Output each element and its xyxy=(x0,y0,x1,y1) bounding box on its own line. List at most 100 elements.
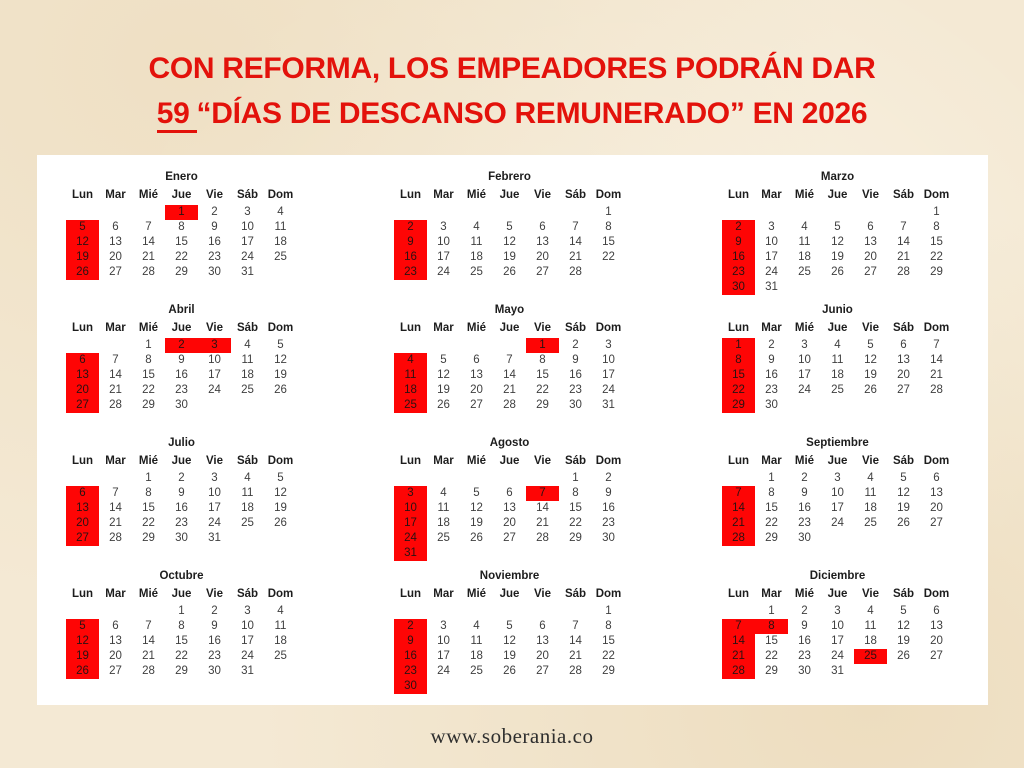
day-cell: 31 xyxy=(831,665,844,677)
empty-cell xyxy=(66,471,99,486)
day-cell: 27 xyxy=(109,266,122,278)
day-cell: 25 xyxy=(470,266,483,278)
day-cell: 21 xyxy=(503,384,516,396)
empty-cell xyxy=(559,604,592,619)
weekday-header: Jue xyxy=(499,455,520,467)
day-cell: 6 xyxy=(900,339,907,351)
day-cell: 5 xyxy=(277,339,284,351)
empty-cell xyxy=(559,205,592,220)
day-cell: 17 xyxy=(602,369,615,381)
day-cell: 5 xyxy=(277,472,284,484)
empty-cell xyxy=(99,338,132,353)
empty-cell xyxy=(526,205,559,220)
weekday-header: Dom xyxy=(923,189,950,201)
day-cell: 7 xyxy=(145,221,152,233)
day-cell: 29 xyxy=(930,266,943,278)
day-cell: 20 xyxy=(536,251,549,263)
holiday-cell: 11 xyxy=(394,368,427,383)
day-cell: 19 xyxy=(831,251,844,263)
weekday-header: Sáb xyxy=(892,588,915,600)
empty-cell xyxy=(493,338,526,353)
weekday-header: Jue xyxy=(171,189,192,201)
weekday-header: Mié xyxy=(466,588,487,600)
weekday-header: Mié xyxy=(138,455,159,467)
day-cell: 29 xyxy=(175,266,188,278)
day-cell: 17 xyxy=(798,369,811,381)
weekday-header: Mar xyxy=(761,322,782,334)
day-cell: 11 xyxy=(470,236,483,248)
day-cell: 17 xyxy=(208,369,221,381)
day-cell: 8 xyxy=(145,487,152,499)
weekday-header: Lun xyxy=(71,189,94,201)
holiday-cell: 7 xyxy=(722,619,755,634)
empty-cell xyxy=(526,604,559,619)
day-cell: 11 xyxy=(864,620,877,632)
day-cell: 30 xyxy=(602,532,615,544)
day-cell: 1 xyxy=(605,605,612,617)
holiday-cell: 26 xyxy=(66,664,99,679)
weekday-header: Mar xyxy=(761,189,782,201)
month-days-grid: Lun Mar Mié Jue Vie Sáb Dom 1 2 3 4 5 6 7 8 9 10 11 12 13 14… xyxy=(722,454,953,546)
empty-cell xyxy=(394,604,427,619)
weekday-header: Sáb xyxy=(236,322,259,334)
day-cell: 17 xyxy=(208,502,221,514)
weekday-header: Mié xyxy=(794,189,815,201)
day-cell: 10 xyxy=(208,354,221,366)
day-cell: 7 xyxy=(112,354,119,366)
day-cell: 24 xyxy=(208,517,221,529)
day-cell: 28 xyxy=(569,266,582,278)
month-noviembre: Noviembre Lun Mar Mié Jue Vie Sáb Dom 1 2 3 4 5 6 7 8 9 1… xyxy=(394,569,625,702)
day-cell: 21 xyxy=(142,650,155,662)
day-cell: 17 xyxy=(437,251,450,263)
day-cell: 18 xyxy=(831,369,844,381)
day-cell: 19 xyxy=(897,635,910,647)
empty-cell xyxy=(887,205,920,220)
day-cell: 5 xyxy=(867,339,874,351)
day-cell: 8 xyxy=(572,487,579,499)
month-title: Octubre xyxy=(159,570,204,582)
day-cell: 20 xyxy=(109,650,122,662)
day-cell: 15 xyxy=(142,502,155,514)
weekday-header: Lun xyxy=(399,588,422,600)
day-cell: 7 xyxy=(900,221,907,233)
day-cell: 24 xyxy=(437,665,450,677)
weekday-header: Jue xyxy=(171,588,192,600)
day-cell: 7 xyxy=(145,620,152,632)
day-cell: 10 xyxy=(208,487,221,499)
day-cell: 21 xyxy=(569,251,582,263)
holiday-cell: 13 xyxy=(66,368,99,383)
day-cell: 19 xyxy=(864,369,877,381)
day-cell: 10 xyxy=(831,620,844,632)
day-cell: 11 xyxy=(864,487,877,499)
day-cell: 13 xyxy=(897,354,910,366)
weekday-header: Sáb xyxy=(236,455,259,467)
day-cell: 28 xyxy=(109,399,122,411)
holiday-cell: 25 xyxy=(854,649,887,664)
day-cell: 22 xyxy=(175,251,188,263)
day-cell: 5 xyxy=(473,487,480,499)
weekday-header: Jue xyxy=(827,322,848,334)
weekday-header: Lun xyxy=(71,588,94,600)
day-cell: 27 xyxy=(930,650,943,662)
day-cell: 6 xyxy=(473,354,480,366)
day-cell: 10 xyxy=(831,487,844,499)
day-cell: 18 xyxy=(798,251,811,263)
weekday-header: Sáb xyxy=(892,455,915,467)
holiday-cell: 17 xyxy=(394,516,427,531)
day-cell: 25 xyxy=(470,665,483,677)
holiday-cell: 28 xyxy=(722,531,755,546)
weekday-header: Mié xyxy=(466,455,487,467)
holiday-cell: 1 xyxy=(165,205,198,220)
day-cell: 24 xyxy=(765,266,778,278)
day-cell: 5 xyxy=(440,354,447,366)
weekday-header: Lun xyxy=(71,322,94,334)
day-cell: 23 xyxy=(765,384,778,396)
day-cell: 26 xyxy=(274,384,287,396)
day-cell: 21 xyxy=(536,517,549,529)
holiday-cell: 28 xyxy=(722,664,755,679)
day-cell: 9 xyxy=(605,487,612,499)
day-cell: 1 xyxy=(605,206,612,218)
day-cell: 24 xyxy=(798,384,811,396)
day-cell: 8 xyxy=(768,487,775,499)
day-cell: 9 xyxy=(572,354,579,366)
